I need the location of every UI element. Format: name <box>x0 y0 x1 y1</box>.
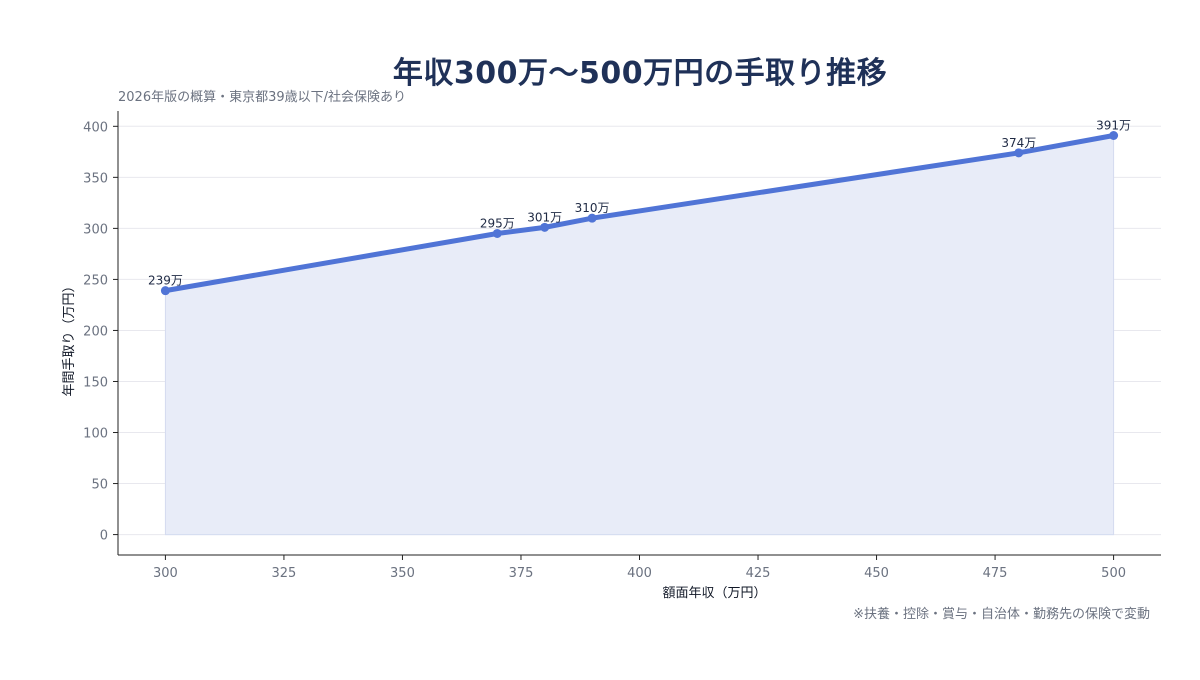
data-label: 239万 <box>148 274 183 288</box>
data-label: 391万 <box>1096 118 1131 132</box>
chart-subtitle: 2026年版の概算・東京都39歳以下/社会保険あり <box>118 90 407 105</box>
x-tick-label: 450 <box>864 566 889 581</box>
x-tick-label: 425 <box>746 566 771 581</box>
axes <box>113 111 1161 560</box>
y-tick-label: 50 <box>91 478 108 493</box>
data-label: 295万 <box>480 216 515 230</box>
y-axis-title: 年間手取り（万円） <box>62 279 77 396</box>
data-point <box>1109 130 1119 140</box>
chart-title: 年収300万〜500万円の手取り推移 <box>392 56 888 91</box>
area-fill-group <box>164 134 1115 536</box>
x-axis-title: 額面年収（万円） <box>662 586 766 601</box>
series-line <box>162 132 1117 294</box>
y-tick-label: 300 <box>83 222 108 237</box>
y-tick-label: 200 <box>83 324 108 339</box>
data-points <box>160 130 1119 296</box>
y-tick-label: 350 <box>83 171 108 186</box>
series-line-group <box>162 132 1117 294</box>
data-point <box>160 286 170 296</box>
data-label: 301万 <box>527 210 562 224</box>
data-label: 374万 <box>1001 136 1036 150</box>
data-label: 310万 <box>575 201 610 215</box>
data-point <box>492 228 502 238</box>
tick-labels: 0 50 100 150 200 250 300 350 400 300 325 350 375 400 4… <box>83 120 1126 581</box>
y-tick-label: 100 <box>83 427 108 442</box>
x-tick-label: 325 <box>272 566 297 581</box>
x-tick-label: 500 <box>1101 566 1126 581</box>
y-tick-label: 0 <box>100 529 108 544</box>
footnote: ※扶養・控除・賞与・自治体・勤務先の保険で変動 <box>853 607 1150 622</box>
data-point <box>1014 148 1024 158</box>
y-tick-label: 250 <box>83 273 108 288</box>
data-point <box>540 222 550 232</box>
data-labels: 239万 295万 301万 310万 374万 391万 <box>148 118 1131 287</box>
x-tick-label: 400 <box>627 566 652 581</box>
data-point <box>587 213 597 223</box>
area-fill <box>164 134 1115 536</box>
x-tick-label: 350 <box>390 566 415 581</box>
y-tick-label: 150 <box>83 375 108 390</box>
y-tick-label: 400 <box>83 120 108 135</box>
x-tick-label: 375 <box>509 566 534 581</box>
x-tick-label: 475 <box>983 566 1008 581</box>
x-tick-label: 300 <box>153 566 178 581</box>
